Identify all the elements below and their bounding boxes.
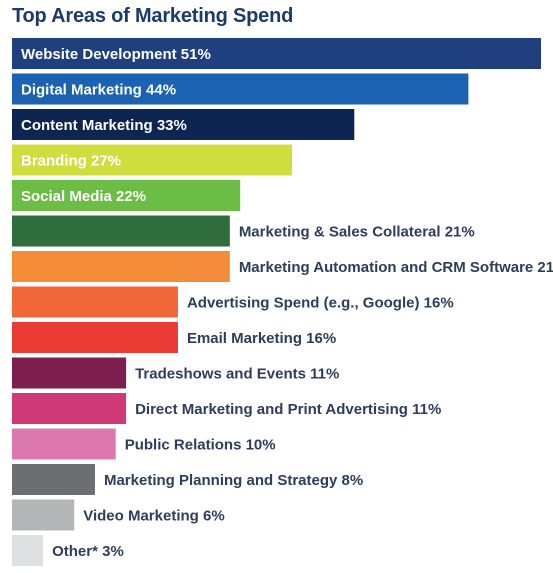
bar-group: Marketing Automation and CRM Software 21…	[12, 251, 553, 282]
bar-label: Branding 27%	[21, 153, 121, 170]
bar-group: Branding 27%	[12, 144, 293, 176]
bar-label: Public Relations 10%	[125, 437, 276, 454]
bar	[12, 286, 178, 318]
bar	[12, 535, 44, 566]
bar-label: Email Marketing 16%	[187, 330, 336, 347]
bar-group: Marketing Planning and Strategy 8%	[12, 464, 363, 495]
bar-group: Advertising Spend (e.g., Google) 16%	[12, 286, 454, 318]
bar-group: Content Marketing 33%	[12, 109, 355, 140]
bar-label: Digital Marketing 44%	[21, 82, 176, 99]
bar	[12, 38, 541, 69]
bar-group: Public Relations 10%	[12, 428, 276, 460]
bar-label: Content Marketing 33%	[21, 117, 187, 134]
bar	[12, 144, 293, 176]
bar	[12, 428, 116, 460]
bar	[12, 393, 127, 424]
bar-label: Social Media 22%	[21, 188, 146, 205]
bar-label: Marketing & Sales Collateral 21%	[239, 224, 475, 241]
bar	[12, 215, 230, 247]
bar-label: Direct Marketing and Print Advertising 1…	[135, 401, 441, 418]
bar-group: Marketing & Sales Collateral 21%	[12, 215, 475, 247]
bar-group: Social Media 22%	[12, 180, 241, 211]
bar	[12, 499, 75, 531]
bar-label: Other* 3%	[52, 543, 124, 560]
bar-group: Video Marketing 6%	[12, 499, 225, 531]
bar	[12, 73, 469, 105]
bar-label: Website Development 51%	[21, 46, 211, 63]
bar	[12, 464, 95, 495]
bar	[12, 322, 178, 353]
bar-group: Digital Marketing 44%	[12, 73, 469, 105]
bar-label: Tradeshows and Events 11%	[135, 366, 339, 383]
bar-label: Advertising Spend (e.g., Google) 16%	[187, 295, 454, 312]
bar-group: Tradeshows and Events 11%	[12, 357, 339, 389]
bar-label: Marketing Automation and CRM Software 21…	[239, 259, 553, 276]
bar-label: Video Marketing 6%	[83, 508, 224, 525]
bar-group: Other* 3%	[12, 535, 124, 566]
bar	[12, 357, 127, 389]
bar-group: Email Marketing 16%	[12, 322, 336, 353]
bar	[12, 180, 241, 211]
bar-label: Marketing Planning and Strategy 8%	[104, 472, 363, 489]
bar	[12, 251, 230, 282]
chart-title: Top Areas of Marketing Spend	[12, 5, 294, 27]
bar	[12, 109, 355, 140]
bar-group: Direct Marketing and Print Advertising 1…	[12, 393, 441, 424]
bar-group: Website Development 51%	[12, 38, 541, 69]
